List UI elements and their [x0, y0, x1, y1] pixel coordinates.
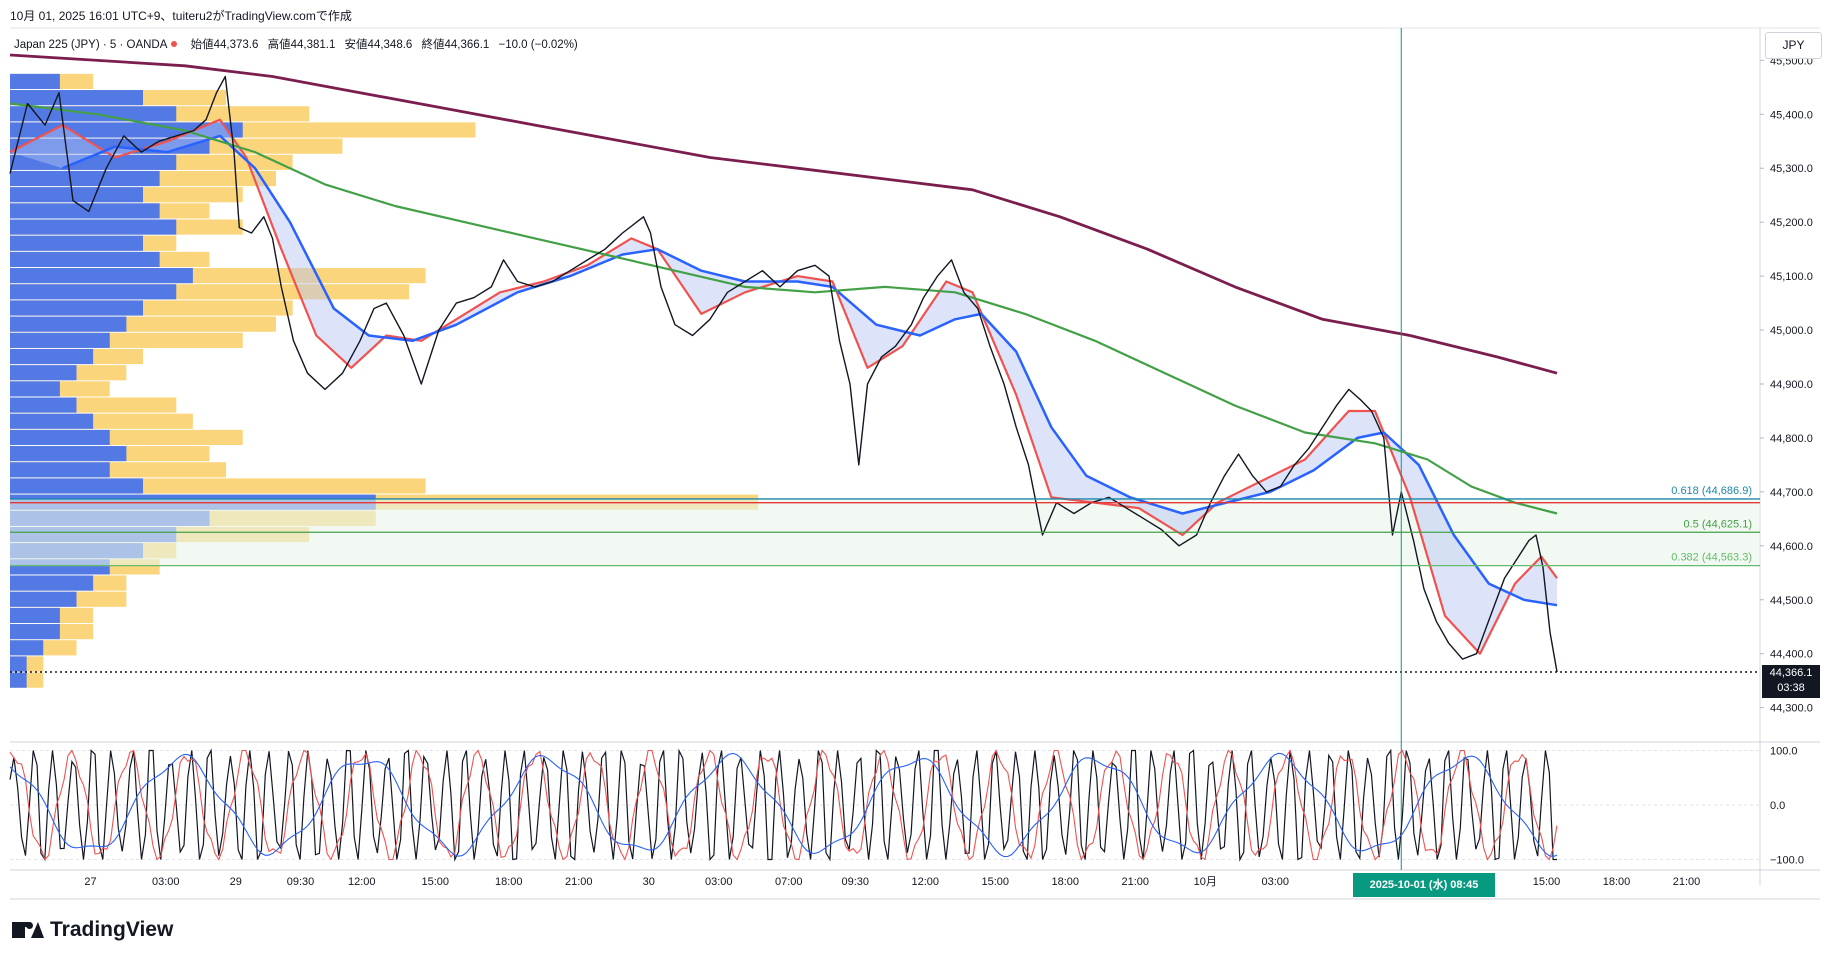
- volume-profile-up-bar: [10, 575, 94, 591]
- volume-profile-up-bar: [10, 235, 143, 251]
- x-tick-label: 03:00: [152, 876, 180, 888]
- volume-profile-up-bar: [10, 284, 177, 300]
- last-price-value: 44,366.1: [1769, 667, 1813, 679]
- volume-profile-up-bar: [10, 154, 177, 170]
- volume-profile-up-bar: [10, 429, 110, 446]
- ohlc-high: 高値44,381.1: [267, 39, 336, 51]
- volume-profile-up-bar: [10, 251, 160, 268]
- y-tick-label: 45,300.0: [1770, 163, 1813, 175]
- volume-profile-up-bar: [10, 381, 60, 397]
- volume-profile-up-bar: [10, 268, 193, 284]
- ema-200-line: [9, 102, 1558, 515]
- x-tick-label: 29: [230, 876, 242, 888]
- osc-tick-label: −100.0: [1770, 855, 1804, 867]
- stochastic-k-line: [9, 748, 1557, 862]
- fib-level-label: 0.382 (44,563.3): [1671, 552, 1752, 564]
- x-tick-label: 12:00: [348, 876, 376, 888]
- volume-profile-up-bar: [10, 348, 94, 365]
- crosshair-time-label: 2025-10-01 (水) 08:45: [1353, 873, 1495, 897]
- x-tick-label: 18:00: [1051, 876, 1079, 888]
- fib-level-label: 0.5 (44,625.1): [1684, 518, 1753, 530]
- ema-20-line: [9, 118, 1558, 655]
- price-candles: [9, 75, 1558, 673]
- ohlc-close: 終値44,366.1: [421, 39, 490, 51]
- osc-tick-label: 100.0: [1770, 745, 1798, 757]
- volume-profile-up-bar: [10, 170, 160, 187]
- ema-cloud-fill: [10, 119, 1557, 654]
- volume-profile-up-bar: [10, 591, 77, 607]
- symbol-name[interactable]: Japan 225 (JPY) · 5 · OANDA: [14, 39, 168, 51]
- volume-profile-up-bar: [10, 316, 127, 332]
- x-tick-label: 03:00: [1261, 876, 1289, 888]
- ohlc-change: −10.0 (−0.02%): [498, 39, 578, 51]
- x-tick-label: 15:00: [1533, 876, 1561, 888]
- x-tick-label: 07:00: [775, 876, 803, 888]
- ohlc-open: 始値44,373.6: [190, 39, 259, 51]
- x-tick-label: 21:00: [1121, 876, 1149, 888]
- y-tick-label: 44,600.0: [1770, 541, 1813, 553]
- bar-countdown: 03:38: [1777, 682, 1805, 694]
- volume-profile-up-bar: [10, 672, 27, 688]
- symbol-legend[interactable]: Japan 225 (JPY) · 5 · OANDA 始値44,373.6 高…: [14, 36, 578, 52]
- x-tick-label: 18:00: [1603, 876, 1631, 888]
- tradingview-logo[interactable]: TradingView: [12, 918, 173, 942]
- volume-profile-up-bar: [10, 138, 210, 154]
- y-tick-label: 45,400.0: [1770, 109, 1813, 121]
- volume-profile-up-bar: [10, 90, 143, 106]
- volume-profile-up-bar: [10, 332, 110, 348]
- x-tick-label: 21:00: [565, 876, 593, 888]
- volume-profile-up-bar: [10, 446, 127, 462]
- x-tick-label: 18:00: [495, 876, 523, 888]
- volume-profile-up-bar: [10, 365, 77, 381]
- rsi-line: [9, 752, 1558, 858]
- fib-level-label: 0.618 (44,686.9): [1671, 485, 1752, 497]
- ohlc-low: 安値44,348.6: [344, 39, 413, 51]
- volume-profile-up-bar: [10, 478, 143, 494]
- market-status-dot: [171, 41, 178, 48]
- brand-name: TradingView: [50, 918, 174, 941]
- volume-profile-up-bar: [10, 203, 160, 219]
- volume-profile-up-bar: [10, 397, 77, 413]
- x-tick-label: 30: [643, 876, 655, 888]
- volume-profile-up-bar: [10, 73, 60, 90]
- x-tick-label: 27: [84, 876, 96, 888]
- volume-profile-up-bar: [10, 300, 143, 316]
- volume-profile-up-bar: [10, 462, 110, 478]
- x-tick-label: 21:00: [1673, 876, 1701, 888]
- x-tick-label: 10月: [1194, 876, 1217, 888]
- volume-profile-up-bar: [10, 219, 177, 235]
- y-tick-label: 44,300.0: [1770, 703, 1813, 715]
- stochastic-d-line: [9, 749, 1558, 861]
- x-tick-label: 09:30: [841, 876, 869, 888]
- ema-800-line: [9, 53, 1558, 375]
- last-price-tag: 44,366.1 03:38: [1762, 665, 1820, 698]
- x-tick-label: 15:00: [981, 876, 1009, 888]
- volume-profile-up-bar: [10, 640, 44, 656]
- volume-profile-up-bar: [10, 607, 60, 624]
- x-tick-label: 12:00: [911, 876, 939, 888]
- x-tick-label: 09:30: [287, 876, 315, 888]
- currency-selector[interactable]: JPY: [1765, 32, 1822, 59]
- y-tick-label: 44,400.0: [1770, 649, 1813, 661]
- volume-profile-up-bar: [10, 187, 143, 203]
- x-tick-label: 15:00: [421, 876, 449, 888]
- y-tick-label: 45,000.0: [1770, 325, 1813, 337]
- y-tick-label: 44,700.0: [1770, 487, 1813, 499]
- tradingview-logo-icon: [12, 919, 44, 941]
- x-tick-label: 03:00: [705, 876, 733, 888]
- volume-profile-up-bar: [10, 656, 27, 672]
- osc-tick-label: 0.0: [1770, 800, 1785, 812]
- y-tick-label: 44,500.0: [1770, 595, 1813, 607]
- y-tick-label: 45,100.0: [1770, 271, 1813, 283]
- y-tick-label: 44,800.0: [1770, 433, 1813, 445]
- y-tick-label: 45,200.0: [1770, 217, 1813, 229]
- ema-50-line: [62, 134, 1558, 607]
- volume-profile-up-bar: [10, 413, 94, 429]
- chart-credit: 10月 01, 2025 16:01 UTC+9、tuiteru2がTradin…: [10, 9, 352, 23]
- volume-profile-up-bar: [10, 624, 60, 640]
- y-tick-label: 44,900.0: [1770, 379, 1813, 391]
